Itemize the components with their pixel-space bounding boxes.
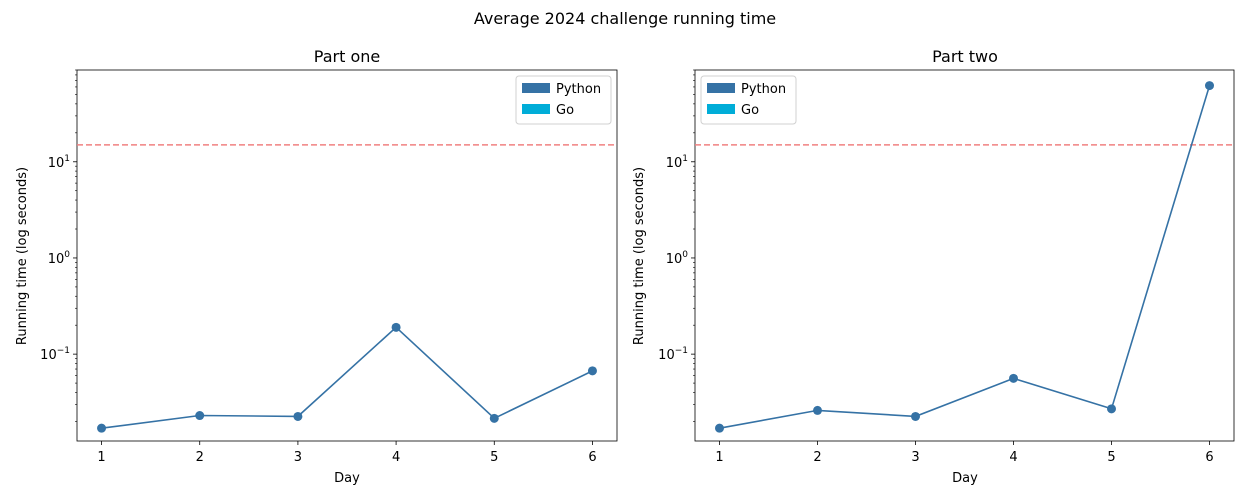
data-point	[1009, 373, 1018, 383]
legend-label: Python	[556, 82, 601, 97]
x-tick-label: 4	[392, 450, 400, 465]
data-point	[489, 413, 499, 423]
data-point	[195, 411, 205, 421]
series-line	[719, 85, 1211, 429]
data-point	[1205, 81, 1214, 91]
data-point	[715, 423, 724, 433]
data-point	[391, 322, 401, 332]
x-axis-label: Day	[952, 471, 978, 486]
legend-swatch	[707, 83, 735, 93]
plot-layer: 1 2 3 4 5 6 10−1 100 101 Python Go	[40, 69, 618, 465]
legend-swatch	[522, 83, 550, 93]
y-tick-label: 100	[666, 250, 689, 267]
x-tick-label: 1	[97, 450, 105, 465]
y-tick-label: 100	[48, 250, 71, 267]
y-axis-label: Running time (log seconds)	[632, 167, 647, 345]
y-tick-label: 101	[666, 154, 688, 171]
figure-title: Average 2024 challenge running time	[474, 9, 776, 28]
y-tick-label: 10−1	[658, 346, 688, 363]
x-tick-label: 2	[196, 450, 204, 465]
x-tick-label: 2	[813, 450, 821, 465]
plot-layer: 1 2 3 4 5 6 10−1 100 101 Python Go	[658, 69, 1235, 465]
x-tick-label: 3	[911, 450, 919, 465]
data-point	[1107, 404, 1116, 414]
data-point	[813, 405, 822, 415]
legend-label: Python	[741, 82, 786, 97]
x-tick-label: 6	[1205, 450, 1213, 465]
data-point	[587, 366, 597, 376]
legend-label: Go	[556, 103, 574, 118]
x-tick-label: 3	[294, 450, 302, 465]
x-tick-label: 6	[588, 450, 596, 465]
data-point	[97, 423, 107, 433]
chart-title: Part one	[314, 47, 380, 66]
chart-part-two: Part two Day Running time (log seconds) …	[632, 47, 1235, 486]
data-point	[911, 411, 920, 421]
axes-frame	[76, 69, 618, 442]
y-tick-label: 10−1	[40, 346, 70, 363]
x-tick-label: 5	[1107, 450, 1115, 465]
axes-frame	[694, 69, 1235, 442]
legend-label: Go	[741, 103, 759, 118]
x-tick-label: 1	[715, 450, 723, 465]
legend: Python Go	[515, 75, 612, 125]
x-tick-label: 5	[490, 450, 498, 465]
x-axis-label: Day	[334, 471, 360, 486]
x-tick-label: 4	[1009, 450, 1017, 465]
y-axis-label: Running time (log seconds)	[15, 167, 30, 345]
legend: Python Go	[700, 75, 797, 125]
chart-title: Part two	[932, 47, 998, 66]
legend-swatch	[522, 104, 550, 114]
y-tick-label: 101	[48, 154, 70, 171]
data-point	[293, 411, 303, 421]
chart-part-one: Part one Day Running time (log seconds) …	[15, 47, 618, 486]
legend-swatch	[707, 104, 735, 114]
series-line	[101, 326, 593, 429]
